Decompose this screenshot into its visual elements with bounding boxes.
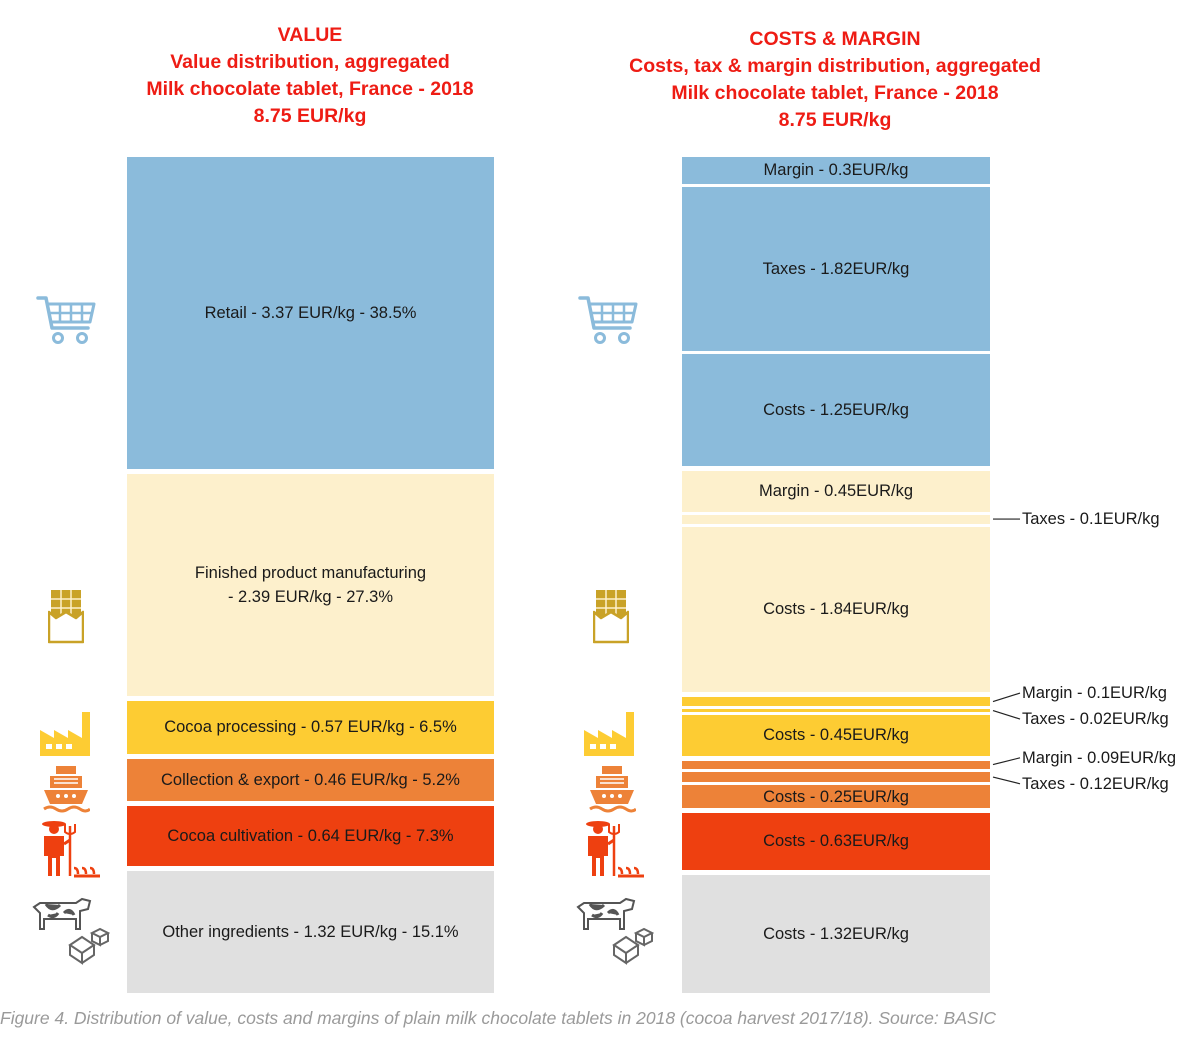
- value-title-line: VALUE: [277, 24, 343, 46]
- cost-segment-retail-margin: Margin - 0.3EUR/kg: [682, 157, 990, 184]
- costs-title-line: Milk chocolate tablet, France - 2018: [671, 82, 999, 104]
- segment-label: Collection & export - 0.46 EUR/kg - 5.2%: [161, 771, 460, 789]
- external-label-taxes: Taxes - 0.12EUR/kg: [1022, 774, 1169, 793]
- cost-segment-other-ingredients-costs: Costs - 1.32EUR/kg: [682, 874, 990, 994]
- segment-label: Margin - 0.3EUR/kg: [763, 161, 909, 180]
- segment-label: Costs - 0.45EUR/kg: [763, 726, 909, 745]
- segment-label: Finished product manufacturing: [194, 564, 427, 583]
- value-segment-collection-and-export: Collection & export - 0.46 EUR/kg - 5.2%: [127, 758, 494, 802]
- segment-label: Costs - 1.32EUR/kg: [763, 924, 909, 943]
- costs-title-line: COSTS & MARGIN: [749, 28, 921, 50]
- leader-line: [992, 776, 1021, 785]
- external-label-margin: Margin - 0.1EUR/kg: [1022, 684, 1167, 703]
- segment-label: Cocoa processing - 0.57 EUR/kg - 6.5%: [164, 718, 457, 737]
- chocolate-bar-icon: [47, 588, 85, 649]
- leader-line: [992, 709, 1021, 720]
- cost-segment-cocoa-cultivation-costs: Costs - 0.63EUR/kg: [682, 812, 990, 870]
- cost-segment-retail-taxes: Taxes - 1.82EUR/kg: [682, 186, 990, 351]
- external-label-margin: Margin - 0.09EUR/kg: [1022, 748, 1177, 767]
- cost-segment-collection-and-export-costs: Costs - 0.25EUR/kg: [682, 785, 990, 808]
- segment-label: Costs - 1.84EUR/kg: [763, 600, 909, 619]
- cost-segment-finished-product-manufacturing-costs: Costs - 1.84EUR/kg: [682, 526, 990, 693]
- shopping-cart-icon: [36, 294, 98, 351]
- costs-title-line: 8.75 EUR/kg: [778, 109, 892, 131]
- value-segment-retail: Retail - 3.37 EUR/kg - 38.5%: [127, 157, 494, 470]
- costs-chart-title: COSTS & MARGIN Costs, tax & margin distri…: [590, 26, 1080, 134]
- external-label-taxes: Taxes - 0.1EUR/kg: [1022, 510, 1160, 529]
- farmer-icon: [584, 818, 644, 885]
- cost-segment-retail-costs: Costs - 1.25EUR/kg: [682, 353, 990, 467]
- cargo-ship-icon: [42, 764, 92, 819]
- farmer-icon: [40, 818, 100, 885]
- cost-segment-finished-product-manufacturing-taxes: [682, 514, 990, 524]
- segment-label: Cocoa cultivation - 0.64 EUR/kg - 7.3%: [167, 826, 454, 845]
- leader-line: [992, 692, 1021, 703]
- segment-label: - 2.39 EUR/kg - 27.3%: [227, 588, 394, 607]
- value-chart-title: VALUE Value distribution, aggregated Milk …: [110, 22, 510, 130]
- value-title-line: 8.75 EUR/kg: [253, 105, 367, 127]
- segment-label: Costs - 0.25EUR/kg: [763, 787, 909, 806]
- segment-label: Other ingredients - 1.32 EUR/kg - 15.1%: [162, 922, 459, 941]
- segment-label: Costs - 0.63EUR/kg: [763, 832, 909, 851]
- cost-segment-cocoa-processing-costs: Costs - 0.45EUR/kg: [682, 715, 990, 756]
- value-segment-cocoa-processing: Cocoa processing - 0.57 EUR/kg - 6.5%: [127, 700, 494, 754]
- costs-title-line: Costs, tax & margin distribution, aggreg…: [629, 55, 1041, 77]
- value-title-line: Milk chocolate tablet, France - 2018: [146, 78, 474, 100]
- chocolate-bar-icon: [592, 588, 630, 649]
- cow-sugar-icon: [574, 893, 655, 970]
- value-title-line: Value distribution, aggregated: [170, 51, 450, 73]
- leader-line: [992, 757, 1021, 766]
- value-segment-other-ingredients: Other ingredients - 1.32 EUR/kg - 15.1%: [127, 870, 494, 993]
- segment-label: Costs - 1.25EUR/kg: [763, 400, 909, 419]
- cost-segment-collection-and-export-margin: [682, 760, 990, 769]
- cost-segment-collection-and-export-taxes: [682, 771, 990, 783]
- factory-icon: [38, 708, 94, 763]
- cost-segment-cocoa-processing-taxes: [682, 709, 990, 713]
- segment-label: Retail - 3.37 EUR/kg - 38.5%: [204, 304, 417, 323]
- segment-label: Taxes - 1.82EUR/kg: [762, 259, 910, 278]
- figure-caption: Figure 4. Distribution of value, costs a…: [0, 1008, 997, 1028]
- cargo-ship-icon: [588, 764, 638, 819]
- value-segment-finished-product-manufacturing: Finished product manufacturing - 2.39 EUR…: [127, 474, 494, 696]
- external-label-taxes: Taxes - 0.02EUR/kg: [1022, 710, 1169, 729]
- cost-segment-finished-product-manufacturing-margin: Margin - 0.45EUR/kg: [682, 471, 990, 512]
- cost-segment-cocoa-processing-margin: [682, 697, 990, 707]
- value-segment-cocoa-cultivation: Cocoa cultivation - 0.64 EUR/kg - 7.3%: [127, 806, 494, 866]
- factory-icon: [582, 708, 638, 763]
- segment-label: Margin - 0.45EUR/kg: [758, 482, 914, 501]
- shopping-cart-icon: [578, 294, 640, 351]
- cow-sugar-icon: [30, 893, 111, 970]
